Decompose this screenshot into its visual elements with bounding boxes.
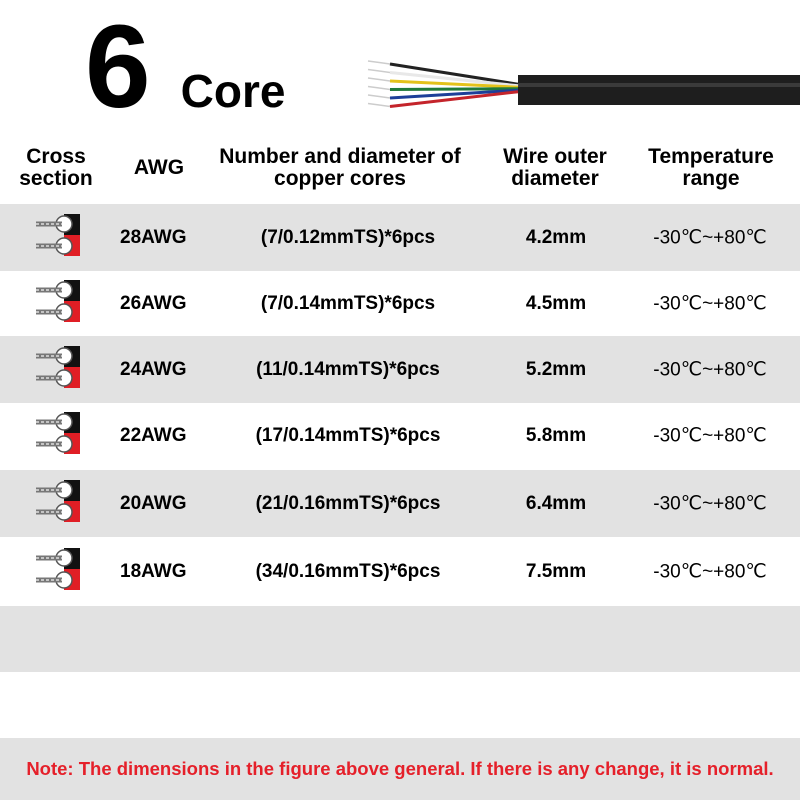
temperature-cell: -30℃~+80℃ (653, 359, 767, 380)
core-label: Core (180, 65, 286, 117)
cores-cell: (34/0.16mmTS)*6pcs (255, 560, 441, 582)
cross-section-icon (30, 544, 86, 600)
cores-cell: (11/0.14mmTS)*6pcs (256, 358, 440, 380)
awg-cell: 22AWG (120, 424, 187, 446)
cross-section-icon (30, 408, 86, 464)
outer-diameter-cell: 7.5mm (525, 560, 587, 582)
wire (389, 62, 519, 86)
cores-cell: (7/0.14mmTS)*6pcs (260, 292, 436, 314)
wire (389, 79, 519, 89)
cores-cell: (7/0.12mmTS)*6pcs (260, 226, 436, 248)
header-temperature: Temperature range (648, 145, 774, 190)
outer-diameter-cell: 6.4mm (525, 492, 587, 514)
awg-cell: 26AWG (120, 292, 187, 314)
wire (367, 68, 391, 74)
awg-cell: 28AWG (120, 226, 187, 248)
table-row: 22AWG (17/0.14mmTS)*6pcs 5.8mm -30℃~+80℃ (0, 402, 800, 469)
temperature-cell: -30℃~+80℃ (653, 425, 767, 446)
outer-diameter-cell: 4.2mm (525, 226, 587, 248)
wire (389, 87, 519, 91)
wire (389, 71, 519, 88)
product-title: 6 Core (85, 8, 285, 126)
wire (367, 60, 391, 65)
cross-section-icon (30, 342, 86, 398)
temperature-cell: -30℃~+80℃ (653, 493, 767, 514)
awg-cell: 18AWG (120, 560, 187, 582)
outer-diameter-cell: 4.5mm (525, 292, 587, 314)
note: Note: The dimensions in the figure above… (0, 738, 800, 800)
header-cores: Number and diameter of copper cores (219, 145, 461, 190)
table-row: 28AWG (7/0.12mmTS)*6pcs 4.2mm -30℃~+80℃ (0, 204, 800, 271)
cross-section-icon (30, 476, 86, 532)
table-row: 26AWG (7/0.14mmTS)*6pcs 4.5mm -30℃~+80℃ (0, 270, 800, 337)
wire (389, 88, 519, 100)
table-row: 20AWG (21/0.16mmTS)*6pcs 6.4mm -30℃~+80℃ (0, 470, 800, 537)
outer-diameter-cell: 5.8mm (525, 424, 587, 446)
cross-section-icon (30, 210, 86, 266)
outer-diameter-cell: 5.2mm (525, 358, 587, 380)
header-outer-diameter: Wire outer diameter (503, 145, 607, 190)
wire (389, 90, 519, 108)
core-count: 6 (85, 1, 151, 133)
cores-cell: (17/0.14mmTS)*6pcs (255, 424, 441, 446)
table-header: Cross section AWG Number and diameter of… (0, 146, 800, 202)
temperature-cell: -30℃~+80℃ (653, 227, 767, 248)
wire (367, 94, 391, 99)
wire (367, 85, 391, 91)
wire (367, 77, 391, 82)
table-row: 24AWG (11/0.14mmTS)*6pcs 5.2mm -30℃~+80℃ (0, 336, 800, 403)
header-awg: AWG (133, 156, 185, 179)
header-cross-section: Cross section (19, 145, 93, 190)
cores-cell: (21/0.16mmTS)*6pcs (255, 492, 441, 514)
wire (367, 102, 391, 108)
cable-image (367, 60, 800, 108)
awg-cell: 20AWG (120, 492, 187, 514)
cross-section-icon (30, 276, 86, 332)
temperature-cell: -30℃~+80℃ (653, 561, 767, 582)
table-row: 18AWG (34/0.16mmTS)*6pcs 7.5mm -30℃~+80℃ (0, 538, 800, 605)
temperature-cell: -30℃~+80℃ (653, 293, 767, 314)
empty-row (0, 606, 800, 672)
awg-cell: 24AWG (120, 358, 187, 380)
